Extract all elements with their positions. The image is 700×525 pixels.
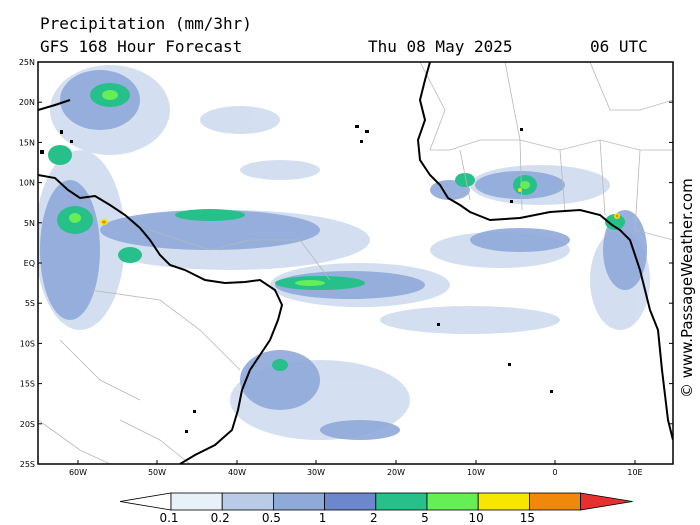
lon-label: 40W — [228, 468, 246, 477]
colorbar-label: 0.5 — [262, 511, 281, 525]
map-title: Precipitation (mm/3hr) — [40, 14, 252, 33]
islands — [40, 125, 553, 433]
lon-label: 10E — [627, 468, 642, 477]
colorbar-label: 15 — [520, 511, 535, 525]
lat-label: 10S — [20, 339, 35, 348]
lat-label: 15S — [20, 380, 35, 389]
lat-label: EQ — [24, 259, 35, 268]
lat-label: 20N — [19, 98, 35, 107]
forecast-label: GFS 168 Hour Forecast — [40, 37, 243, 56]
lat-label: 5N — [24, 219, 35, 228]
lon-label: 0 — [552, 468, 557, 477]
colorbar-swatch — [477, 492, 530, 511]
lon-label: 60W — [69, 468, 87, 477]
colorbar: 0.1 0.2 0.5 1 2 5 10 15 — [119, 492, 633, 525]
lon-label: 20W — [387, 468, 405, 477]
country-borders — [38, 62, 673, 464]
lat-label: 15N — [19, 138, 35, 147]
colorbar-label: 2 — [370, 511, 378, 525]
colorbar-label: 0.2 — [211, 511, 230, 525]
forecast-date: Thu 08 May 2025 — [368, 37, 513, 56]
precipitation-layer — [38, 65, 650, 440]
forecast-time: 06 UTC — [590, 37, 648, 56]
colorbar-swatch — [426, 492, 479, 511]
colorbar-label: 0.1 — [159, 511, 178, 525]
lat-label: 10N — [19, 179, 35, 188]
colorbar-swatch — [375, 492, 428, 511]
colorbar-max-arrow — [580, 492, 633, 511]
longitude-labels: 60W 50W 40W 30W 20W 10W 0 10E — [69, 460, 643, 477]
colorbar-swatch — [170, 492, 223, 511]
colorbar-label: 10 — [469, 511, 484, 525]
colorbar-swatch — [221, 492, 274, 511]
colorbar-label: 5 — [421, 511, 429, 525]
lat-label: 25N — [19, 58, 35, 67]
lon-label: 10W — [467, 468, 485, 477]
lat-label: 25S — [20, 460, 35, 469]
colorbar-swatch — [272, 492, 325, 511]
lon-label: 30W — [307, 468, 325, 477]
colorbar-swatch — [324, 492, 377, 511]
lat-label: 5S — [25, 299, 35, 308]
colorbar-min-arrow — [119, 492, 172, 511]
lon-label: 50W — [148, 468, 166, 477]
latitude-labels: 25N 20N 15N 10N 5N EQ 5S 10S 15S 20S 25S — [19, 58, 673, 469]
colorbar-label: 1 — [319, 511, 327, 525]
lat-label: 20S — [20, 420, 35, 429]
colorbar-swatch — [529, 492, 582, 511]
coastlines — [38, 62, 673, 464]
